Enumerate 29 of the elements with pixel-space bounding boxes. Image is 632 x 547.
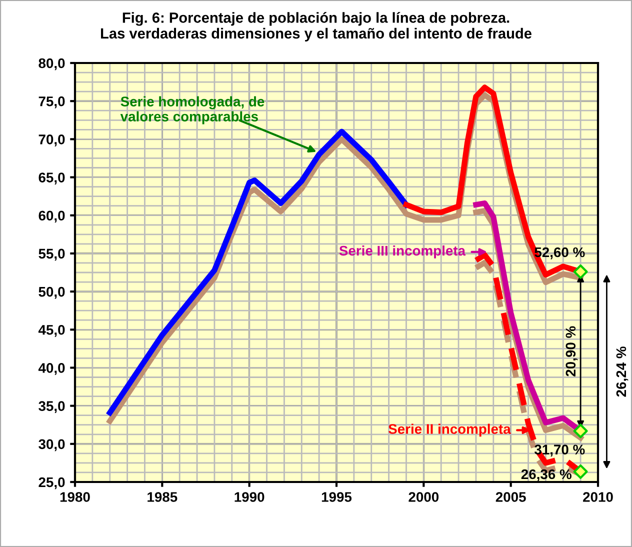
x-tick-label: 2010: [583, 492, 613, 502]
point: [573, 464, 588, 479]
annotation: Serie homologada, de valores comparables: [120, 96, 264, 124]
chart-title: Fig. 6: Porcentaje de población bajo la línea de pobreza. Las verdaderas dimensiones y el tamaño del intento de fraude: [101, 12, 532, 42]
y-tick-label: 40,0: [38, 363, 65, 375]
y-tick-label: 55,0: [38, 248, 65, 261]
y-tick-label: 65,0: [38, 172, 65, 184]
y-tick-label: 70,0: [38, 134, 65, 146]
annotation: 20,90 %: [566, 326, 578, 376]
y-tick-label: 25,0: [38, 477, 65, 490]
y-tick-label: 60,0: [38, 210, 65, 223]
y-tick-label: 30,0: [38, 439, 65, 452]
y-tick-label: 35,0: [38, 401, 65, 413]
x-tick-label: 1980: [60, 492, 90, 502]
annotation: 31,70 %: [534, 444, 585, 457]
x-tick-label: 1990: [234, 492, 264, 502]
x-tick-label: 2000: [408, 492, 439, 502]
annotation: Serie III incompleta: [339, 245, 466, 258]
x-tick-label: 1985: [148, 492, 178, 502]
y-tick-label: 45,0: [38, 324, 65, 337]
x-tick-label: 2005: [496, 492, 526, 502]
x-tick-label: 1995: [322, 492, 352, 502]
y-tick-label: 75,0: [38, 96, 65, 108]
annotation: Serie II incompleta: [388, 424, 511, 437]
y-tick-label: 50,0: [38, 286, 65, 299]
point: [573, 424, 588, 438]
text: 26,24 %: [616, 346, 628, 397]
y-tick-label: 80,0: [38, 58, 65, 70]
annotation: 26,36 %: [521, 469, 572, 482]
